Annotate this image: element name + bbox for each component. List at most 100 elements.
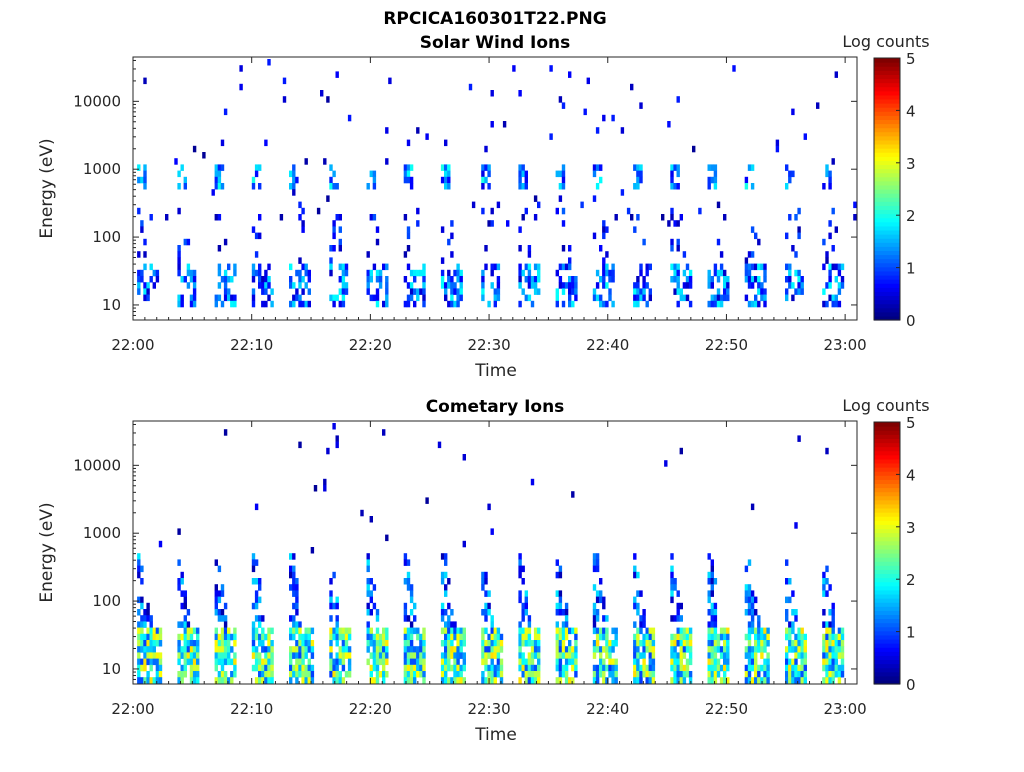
spectrogram-pixel [682, 269, 687, 277]
spectrogram-pixel [143, 288, 147, 295]
spectrogram-pixel [747, 559, 752, 566]
spectrogram [137, 59, 857, 308]
spectrogram-pixel [192, 294, 197, 302]
spectrogram-pixel [341, 300, 346, 308]
spectrogram-pixel [366, 602, 370, 610]
spectrogram-pixel [258, 640, 262, 647]
spectrogram-pixel [592, 677, 597, 684]
spectrogram-pixel [828, 282, 832, 289]
y-tick-label: 10 [102, 296, 121, 314]
spectrogram-pixel [450, 232, 454, 240]
colorbar-segment [874, 528, 900, 534]
spectrogram-pixel [713, 183, 718, 190]
spectrogram-pixel [648, 640, 652, 647]
spectrogram-pixel [289, 183, 293, 190]
spectrogram-pixel [217, 214, 222, 221]
spectrogram-pixel [180, 164, 184, 171]
spectrogram-pixel [797, 435, 801, 442]
spectrogram-pixel [518, 571, 522, 579]
spectrogram-pixel [344, 640, 349, 647]
spectrogram-pixel [468, 83, 473, 91]
spectrogram-pixel [493, 664, 497, 672]
spectrogram-pixel [670, 590, 674, 597]
spectrogram-pixel [196, 640, 200, 647]
spectrogram-pixel [254, 232, 259, 240]
spectrogram-pixel [329, 257, 333, 264]
colorbar-segment [874, 160, 900, 166]
spectrogram-pixel [338, 677, 342, 684]
spectrogram-pixel [785, 627, 789, 635]
spectrogram-pixel [580, 201, 584, 209]
spectrogram-pixel [382, 671, 386, 678]
spectrogram-pixel [382, 627, 386, 635]
spectrogram-pixel [137, 288, 141, 295]
spectrogram-pixel [298, 269, 302, 277]
spectrogram-pixel [295, 176, 299, 184]
spectrogram-pixel [289, 615, 293, 622]
spectrogram-pixel [338, 633, 342, 641]
colorbar-segment [874, 679, 900, 685]
spectrogram-pixel [710, 294, 714, 302]
spectrogram-pixel [744, 269, 749, 277]
spectrogram-pixel [750, 664, 755, 672]
spectrogram-pixel [217, 615, 222, 622]
spectrogram-pixel [614, 658, 618, 666]
spectrogram-pixel [251, 553, 256, 560]
spectrogram-pixel [642, 609, 646, 616]
spectrogram-pixel [292, 282, 296, 289]
spectrogram-pixel [571, 491, 575, 498]
spectrogram-pixel [282, 77, 287, 85]
spectrogram-pixel [143, 183, 147, 190]
spectrogram-pixel [744, 664, 749, 672]
spectrogram-pixel [707, 646, 711, 653]
spectrogram-pixel [295, 602, 299, 610]
spectrogram-pixel [797, 282, 801, 289]
spectrogram-pixel [639, 263, 643, 271]
colorbar-segment [874, 634, 900, 640]
spectrogram-pixel [462, 664, 466, 672]
spectrogram-pixel [754, 677, 758, 684]
spectrogram-pixel [301, 276, 305, 283]
spectrogram-pixel [716, 300, 721, 308]
spectrogram-pixel [574, 627, 578, 635]
spectrogram-pixel [670, 553, 674, 560]
spectrogram-pixel [183, 658, 187, 666]
spectrogram-pixel [298, 646, 302, 653]
spectrogram-pixel [459, 646, 463, 653]
spectrogram-pixel [375, 615, 380, 622]
spectrogram-pixel [568, 627, 572, 635]
spectrogram-pixel [490, 652, 494, 659]
spectrogram-pixel [406, 294, 411, 302]
spectrogram-pixel [137, 671, 141, 678]
colorbar-segment [874, 213, 900, 219]
spectrogram-pixel [642, 652, 646, 659]
spectrogram-pixel [561, 652, 566, 659]
spectrogram-pixel [630, 83, 634, 91]
spectrogram-pixel [834, 226, 838, 233]
spectrogram-pixel [561, 640, 566, 647]
spectrogram-pixel [369, 671, 373, 678]
spectrogram-pixel [785, 664, 789, 672]
spectrogram-pixel [713, 170, 718, 178]
spectrogram-pixel [555, 288, 559, 295]
spectrogram-pixel [258, 214, 262, 221]
spectrogram-pixel [633, 658, 637, 666]
spectrogram-pixel [223, 621, 228, 628]
spectrogram-pixel [698, 207, 702, 215]
spectrogram-pixel [372, 652, 377, 659]
colorbar-segment [874, 614, 900, 620]
spectrogram-pixel [189, 677, 194, 684]
spectrogram-pixel [180, 633, 184, 641]
spectrogram-pixel [481, 571, 485, 579]
spectrogram-pixel [785, 294, 789, 302]
spectrogram-pixel [264, 633, 268, 641]
spectrogram-pixel [710, 571, 714, 579]
colorbar-segment [874, 193, 900, 198]
spectrogram-pixel [676, 652, 680, 659]
colorbar-segment [874, 205, 900, 211]
spectrogram-pixel [419, 658, 423, 666]
spectrogram-pixel [481, 609, 485, 616]
spectrogram-pixel [785, 263, 789, 271]
spectrogram-pixel [825, 664, 829, 672]
spectrogram-pixel [527, 671, 532, 678]
